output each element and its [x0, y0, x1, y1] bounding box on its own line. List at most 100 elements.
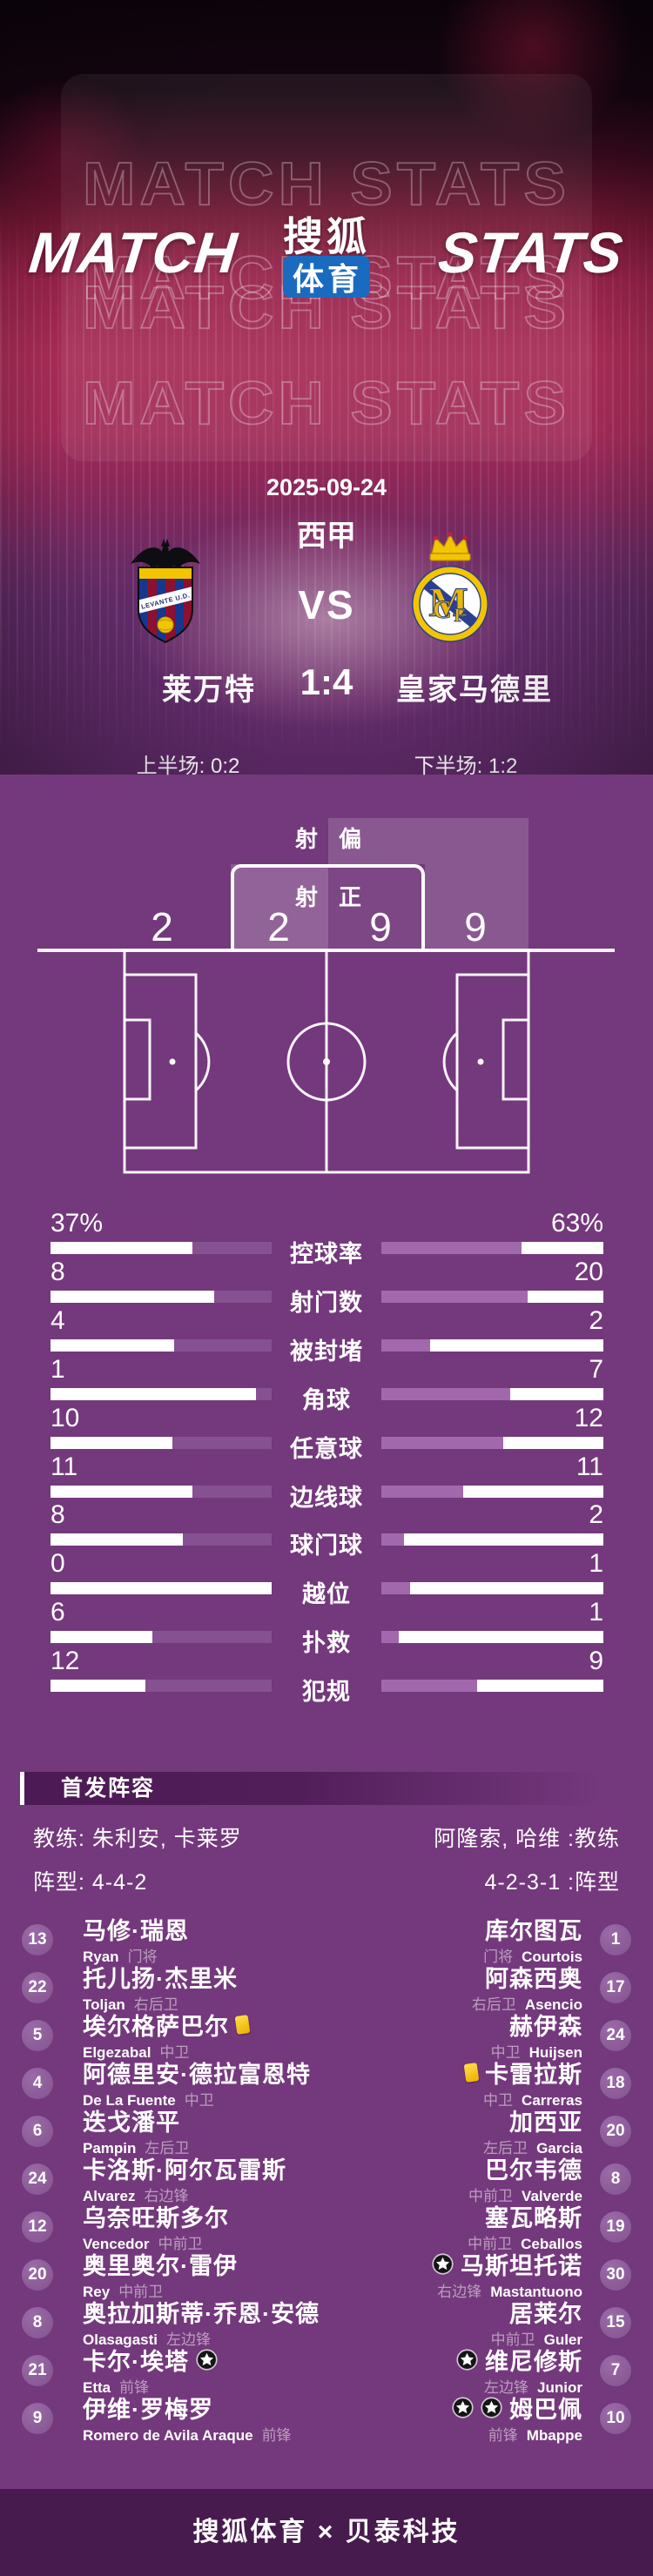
player-name-text: 卡雷拉斯 — [485, 2061, 582, 2088]
stat-label: 角球 — [302, 1387, 351, 1413]
away-team-crest: M C F — [412, 532, 488, 642]
lineup-section-header-bar — [20, 1772, 653, 1805]
away-player-subline: 右后卫 Asencio — [472, 1992, 582, 2014]
stat-home-bar-fill — [213, 1291, 272, 1303]
stat-away-value: 63% — [550, 1209, 603, 1238]
player-name-text: 埃尔格萨巴尔 — [83, 2013, 229, 2040]
stat-label: 扑救 — [302, 1630, 351, 1656]
player-en-name: Guler — [543, 2331, 582, 2348]
vs-label: VS — [298, 582, 355, 627]
stat-away-bar-fill — [381, 1486, 464, 1498]
stat-away-bar — [381, 1242, 603, 1254]
lineup-section-title: 首发阵容 — [61, 1776, 156, 1801]
away-player-name: 姆巴佩 — [452, 2394, 582, 2423]
stat-row: 0 1 越位 — [0, 1551, 653, 1607]
player-name-text: 奥拉加斯蒂·乔恩·安德 — [83, 2300, 320, 2327]
player-name-text: 维尼修斯 — [485, 2348, 582, 2375]
second-half-score: 下半场: 1:2 — [414, 755, 518, 778]
player-en-name: De La Fuente — [83, 2092, 176, 2109]
home-player-subline: De La Fuente 中卫 — [83, 2088, 214, 2110]
player-position: 中卫 — [159, 2044, 190, 2061]
home-team-name: 莱万特 — [162, 674, 256, 707]
home-player-name: 托儿扬·杰里米 — [83, 1963, 238, 1992]
player-position: 左边锋 — [484, 2379, 529, 2396]
home-player-name: 埃尔格萨巴尔 — [83, 2011, 251, 2040]
stat-away-value: 2 — [589, 1306, 603, 1335]
stat-away-bar — [381, 1533, 603, 1546]
stat-home-bar-fill — [256, 1388, 272, 1400]
home-player-number: 6 — [22, 2116, 53, 2147]
stat-away-bar-fill — [381, 1680, 477, 1692]
stat-away-bar-fill — [381, 1242, 522, 1254]
player-position: 右后卫 — [133, 1996, 178, 2013]
stat-away-bar — [381, 1631, 603, 1643]
home-player-name: 迭戈潘平 — [83, 2107, 180, 2136]
stat-home-bar-fill — [151, 1631, 272, 1643]
stat-away-bar-fill — [381, 1437, 504, 1449]
player-en-name: Ceballos — [521, 2236, 582, 2252]
stat-label: 控球率 — [290, 1241, 363, 1267]
player-name-text: 伊维·罗梅罗 — [83, 2396, 213, 2423]
player-position: 中前卫 — [118, 2284, 164, 2300]
player-en-name: Junior — [537, 2379, 582, 2396]
shots-on-label-char: 正 — [338, 884, 361, 910]
player-name-text: 加西亚 — [509, 2109, 582, 2136]
stat-label: 犯规 — [302, 1679, 351, 1705]
stat-home-bar — [50, 1486, 272, 1498]
home-player-subline: Pampin 左后卫 — [83, 2136, 189, 2157]
stat-label: 射门数 — [290, 1290, 363, 1316]
player-name-text: 迭戈潘平 — [83, 2109, 180, 2136]
player-name-text: 塞瓦略斯 — [485, 2204, 582, 2231]
away-player-name: 塞瓦略斯 — [485, 2203, 582, 2231]
stat-home-bar — [50, 1680, 272, 1692]
away-player-number: 7 — [600, 2355, 631, 2386]
match-date: 2025-09-24 — [266, 474, 387, 500]
yellow-card-icon — [234, 2014, 251, 2035]
home-team-crest: LEVANTE U.D. — [131, 539, 200, 644]
stat-away-value: 12 — [574, 1404, 603, 1432]
home-formation: 阵型: 4-4-2 — [33, 1870, 148, 1895]
player-en-name: Mastantuono — [490, 2284, 582, 2300]
stat-home-value: 11 — [50, 1452, 78, 1481]
away-player-name: 卡雷拉斯 — [463, 2059, 582, 2088]
away-player-number: 1 — [600, 1924, 631, 1955]
player-en-name: Etta — [83, 2379, 111, 2396]
away-player-subline: 前锋 Mbappe — [488, 2423, 582, 2445]
soccer-ball-icon — [452, 2396, 474, 2418]
home-player-name: 奥拉加斯蒂·乔恩·安德 — [83, 2298, 320, 2327]
player-position: 左后卫 — [483, 2140, 528, 2157]
shots-highlight-band-top — [328, 818, 528, 864]
stat-label: 任意球 — [290, 1436, 363, 1462]
stat-home-value: 1 — [50, 1355, 65, 1384]
player-position: 中卫 — [184, 2092, 214, 2109]
stat-label: 越位 — [302, 1581, 351, 1607]
away-player-name: 巴尔韦德 — [485, 2155, 582, 2184]
player-position: 左后卫 — [145, 2140, 190, 2157]
home-player-number: 22 — [22, 1972, 53, 2003]
home-player-subline: Rey 中前卫 — [83, 2279, 163, 2301]
home-player-subline: Toljan 右后卫 — [83, 1992, 178, 2014]
player-en-name: Romero de Avila Araque — [83, 2427, 253, 2444]
player-en-name: Courtois — [522, 1949, 582, 1965]
svg-text:C: C — [433, 595, 452, 624]
away-player-number: 15 — [600, 2307, 631, 2338]
stat-home-bar — [50, 1533, 272, 1546]
stat-away-bar-fill — [381, 1291, 528, 1303]
home-player-subline: Ryan 门将 — [83, 1944, 158, 1966]
player-position: 前锋 — [488, 2427, 518, 2444]
away-player-subline: 左边锋 Junior — [484, 2375, 582, 2397]
away-player-name: 马斯坦托诺 — [432, 2251, 582, 2279]
shots-highlight-band-right — [425, 864, 528, 950]
soccer-ball-icon — [432, 2252, 454, 2275]
home-player-number: 24 — [22, 2163, 53, 2195]
home-player-number: 13 — [22, 1924, 53, 1955]
sohu-sports-logo-badge: 体育 — [283, 256, 370, 298]
home-shots-off-value: 2 — [151, 904, 173, 949]
player-en-name: Pampin — [83, 2140, 137, 2157]
stat-home-bar — [50, 1437, 272, 1449]
stat-home-bar — [50, 1631, 272, 1643]
away-player-number: 30 — [600, 2259, 631, 2291]
home-player-number: 4 — [22, 2068, 53, 2099]
player-position: 门将 — [483, 1949, 514, 1965]
home-player-name: 卡洛斯·阿尔瓦雷斯 — [83, 2155, 286, 2184]
